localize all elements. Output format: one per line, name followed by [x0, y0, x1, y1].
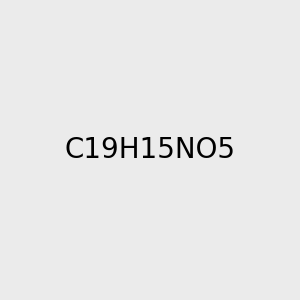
Text: C19H15NO5: C19H15NO5	[64, 136, 236, 164]
